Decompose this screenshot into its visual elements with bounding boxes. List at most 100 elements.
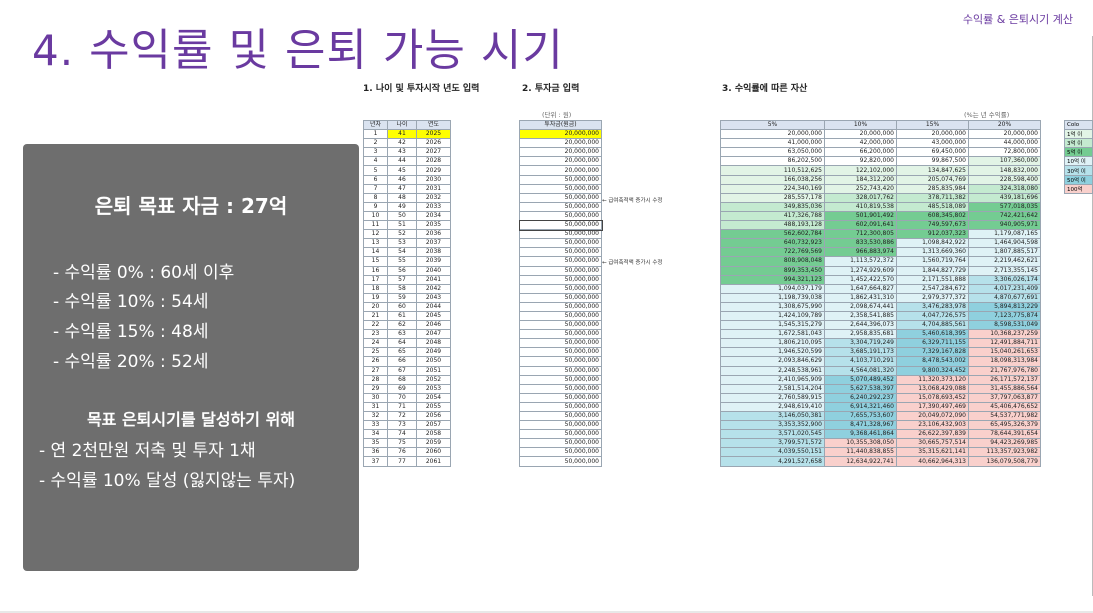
- table-cell[interactable]: 15,078,693,452: [896, 392, 969, 403]
- table-cell[interactable]: 66: [387, 356, 417, 367]
- table-cell[interactable]: 68: [387, 374, 417, 385]
- table-cell[interactable]: 2040: [416, 265, 451, 276]
- table-cell[interactable]: 62: [387, 320, 417, 331]
- table-cell[interactable]: 1,806,210,095: [720, 338, 825, 349]
- table-cell[interactable]: 1,946,520,599: [720, 347, 825, 358]
- table-cell[interactable]: 7: [363, 183, 388, 194]
- table-cell[interactable]: 26,171,572,137: [968, 374, 1041, 385]
- table-cell[interactable]: 808,908,048: [720, 256, 825, 267]
- table-cell[interactable]: 4,704,885,561: [896, 320, 969, 331]
- table-cell[interactable]: 50,000,000: [518, 219, 603, 231]
- table-cell[interactable]: 1,672,581,043: [720, 329, 825, 340]
- table-cell[interactable]: 34: [363, 429, 388, 440]
- table-cell[interactable]: 17: [363, 274, 388, 285]
- table-cell[interactable]: 10: [363, 210, 388, 222]
- table-cell[interactable]: 501,901,492: [824, 210, 897, 222]
- table-cell[interactable]: 488,193,128: [720, 220, 825, 231]
- table-cell[interactable]: 113,357,923,982: [968, 447, 1041, 458]
- table-cell[interactable]: 50,000,000: [519, 201, 602, 212]
- table-cell[interactable]: 36: [363, 447, 388, 458]
- table-cell[interactable]: 712,300,805: [824, 229, 897, 240]
- table-cell[interactable]: 8,598,531,049: [968, 320, 1041, 331]
- table-cell[interactable]: 1,098,842,922: [896, 238, 969, 249]
- table-cell[interactable]: 50,000,000: [519, 383, 602, 394]
- table-cell[interactable]: 25: [363, 347, 388, 358]
- table-cell[interactable]: 899,353,450: [720, 265, 825, 276]
- table-cell[interactable]: 912,037,323: [896, 229, 969, 240]
- table-cell[interactable]: 2036: [416, 229, 451, 240]
- table-cell[interactable]: 48: [387, 192, 417, 203]
- table-cell[interactable]: 324,318,080: [968, 183, 1041, 194]
- table-cell[interactable]: 18: [363, 283, 388, 294]
- table-cell[interactable]: 12,634,922,741: [824, 456, 897, 467]
- table-cell[interactable]: 2047: [416, 329, 451, 340]
- table-cell[interactable]: 2,171,551,888: [896, 274, 969, 285]
- table-cell[interactable]: 50: [387, 210, 417, 222]
- table-cell[interactable]: 2049: [416, 347, 451, 358]
- table-cell[interactable]: 15: [363, 256, 388, 267]
- table-cell[interactable]: 7,655,753,607: [824, 410, 897, 422]
- table-cell[interactable]: 92,820,000: [824, 156, 897, 167]
- table-cell[interactable]: 2039: [416, 256, 451, 267]
- table-cell[interactable]: 5: [363, 165, 388, 176]
- table-cell[interactable]: 1,862,431,310: [824, 292, 897, 303]
- table-cell[interactable]: 2,410,965,909: [720, 374, 825, 385]
- table-cell[interactable]: 20,000,000: [519, 138, 602, 149]
- table-cell[interactable]: 122,102,000: [824, 165, 897, 176]
- table-cell[interactable]: 26: [363, 356, 388, 367]
- table-cell[interactable]: 1,560,719,764: [896, 256, 969, 267]
- table-cell[interactable]: 4: [363, 156, 388, 167]
- table-cell[interactable]: 53: [387, 238, 417, 249]
- table-cell[interactable]: 50,000,000: [519, 229, 602, 240]
- table-cell[interactable]: 2053: [416, 383, 451, 394]
- table-cell[interactable]: 1,807,885,517: [968, 247, 1041, 258]
- table-cell[interactable]: 562,602,784: [720, 229, 825, 240]
- table-cell[interactable]: 41: [387, 129, 417, 140]
- table-cell[interactable]: 2055: [416, 401, 451, 413]
- table-cell[interactable]: 2057: [416, 420, 451, 431]
- table-cell[interactable]: 72,800,000: [968, 147, 1041, 158]
- table-cell[interactable]: 6,329,711,155: [896, 338, 969, 349]
- table-cell[interactable]: 228,598,400: [968, 174, 1041, 185]
- table-cell[interactable]: 50,000,000: [519, 301, 602, 312]
- table-cell[interactable]: 2,248,538,961: [720, 365, 825, 376]
- table-cell[interactable]: 17,390,497,469: [896, 401, 969, 413]
- table-cell[interactable]: 7,329,167,828: [896, 347, 969, 358]
- table-cell[interactable]: 15,040,261,653: [968, 347, 1041, 358]
- table-cell[interactable]: 11,440,838,855: [824, 447, 897, 458]
- table-cell[interactable]: 24: [363, 338, 388, 349]
- table-cell[interactable]: 4,047,726,575: [896, 310, 969, 322]
- table-cell[interactable]: 410,819,538: [824, 201, 897, 212]
- table-cell[interactable]: 40,662,964,313: [896, 456, 969, 467]
- table-cell[interactable]: 59: [387, 292, 417, 303]
- table-cell[interactable]: 60: [387, 301, 417, 312]
- table-cell[interactable]: 54,537,771,982: [968, 410, 1041, 422]
- table-cell[interactable]: 2051: [416, 365, 451, 376]
- table-cell[interactable]: 21,767,976,780: [968, 365, 1041, 376]
- table-cell[interactable]: 3,476,283,978: [896, 301, 969, 312]
- table-cell[interactable]: 12,491,884,711: [968, 338, 1041, 349]
- table-cell[interactable]: 2035: [416, 220, 451, 231]
- table-cell[interactable]: 50,000,000: [519, 238, 602, 249]
- table-cell[interactable]: 54: [387, 247, 417, 258]
- table-cell[interactable]: 50,000,000: [519, 447, 602, 458]
- table-cell[interactable]: 2037: [416, 238, 451, 249]
- table-cell[interactable]: 110,512,625: [720, 165, 825, 176]
- table-cell[interactable]: 63: [387, 329, 417, 340]
- table-cell[interactable]: 417,326,788: [720, 210, 825, 222]
- table-cell[interactable]: 86,202,500: [720, 156, 825, 167]
- table-cell[interactable]: 70: [387, 392, 417, 403]
- table-cell[interactable]: 44: [387, 156, 417, 167]
- table-cell[interactable]: 1,452,422,570: [824, 274, 897, 285]
- table-cell[interactable]: 50,000,000: [519, 256, 602, 267]
- table-cell[interactable]: 6,240,292,237: [824, 392, 897, 403]
- table-cell[interactable]: 1,424,109,789: [720, 310, 825, 322]
- table-cell[interactable]: 67: [387, 365, 417, 376]
- table-cell[interactable]: 20: [363, 301, 388, 312]
- table-cell[interactable]: 2043: [416, 292, 451, 303]
- table-cell[interactable]: 4,039,550,151: [720, 447, 825, 458]
- table-cell[interactable]: 2,760,589,915: [720, 392, 825, 403]
- table-cell[interactable]: 20,000,000: [519, 165, 602, 176]
- table-cell[interactable]: 2050: [416, 356, 451, 367]
- table-cell[interactable]: 50,000,000: [519, 456, 602, 467]
